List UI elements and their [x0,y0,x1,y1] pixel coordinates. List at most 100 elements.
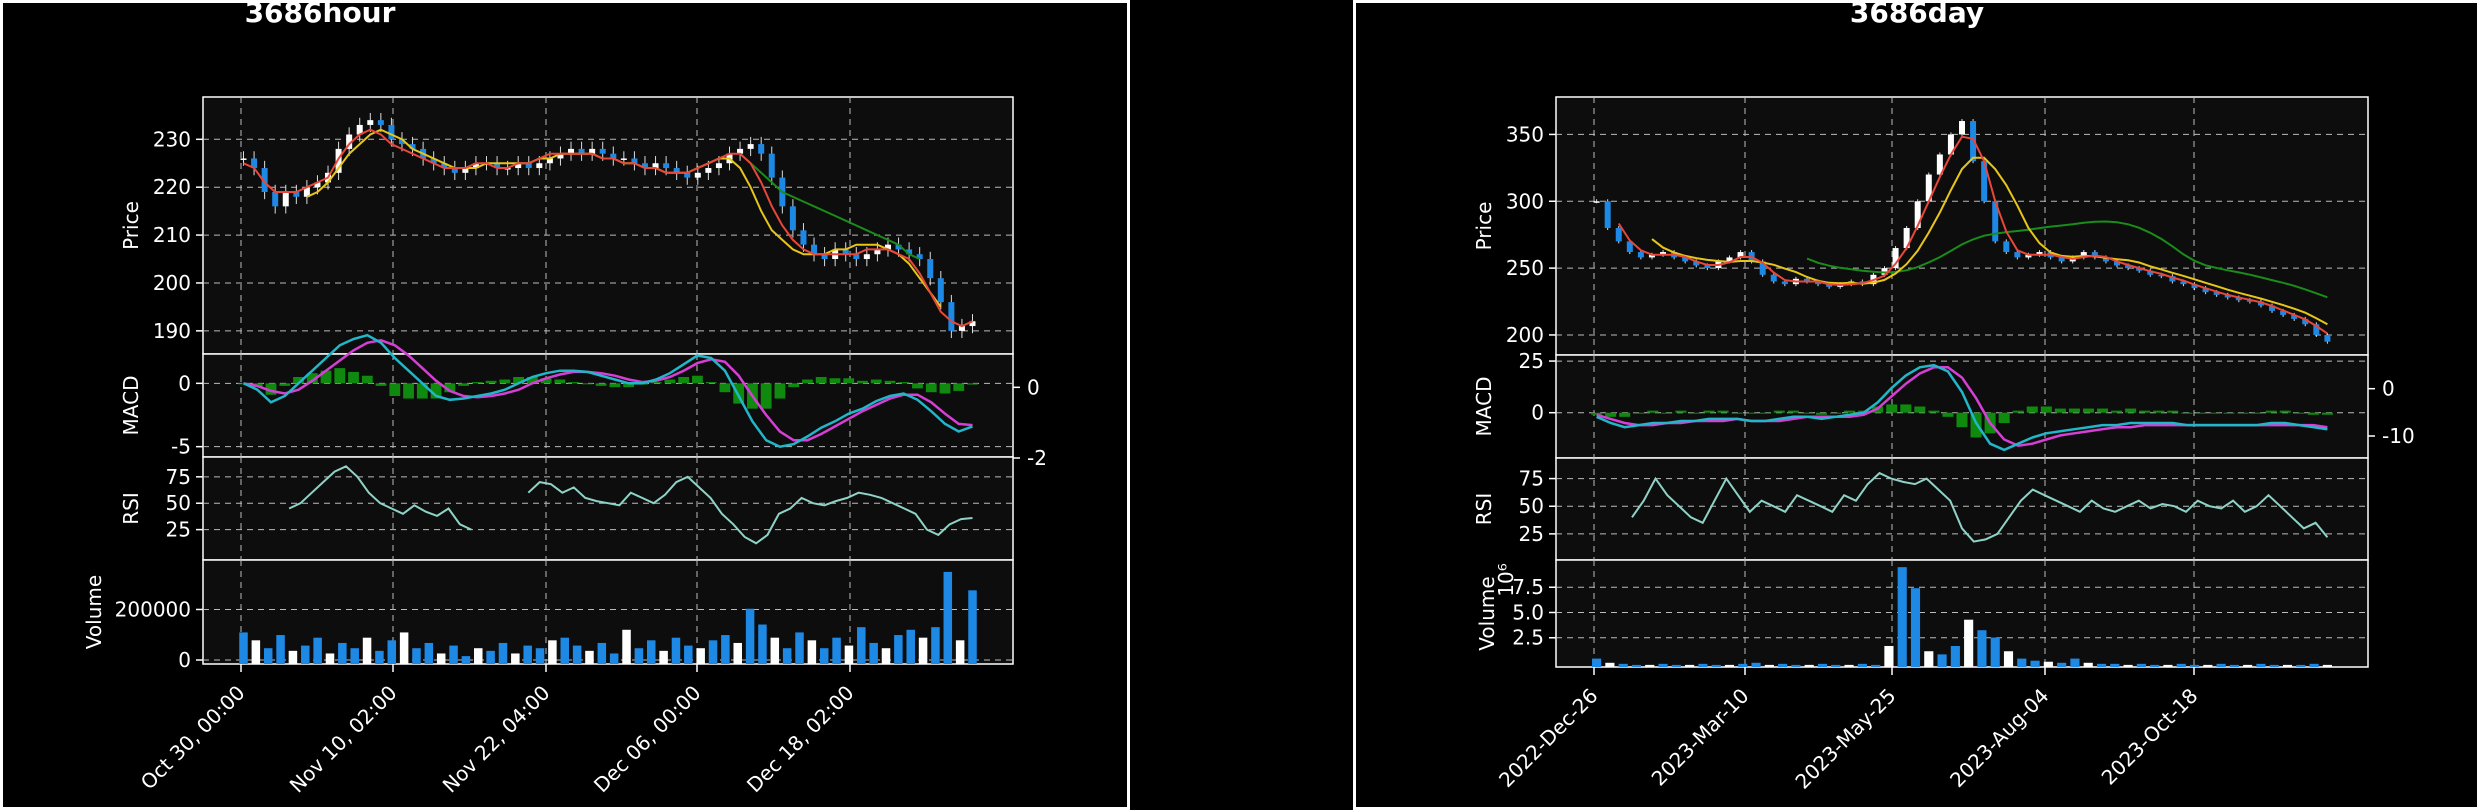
macd-hist-bar [389,383,401,396]
volume-bar [1937,654,1947,667]
macd-hist-bar [1900,404,1912,413]
candle-body [631,158,638,164]
macd-hist-bar [265,383,277,395]
chart-title: 3686hour [245,0,396,29]
candle-body [789,206,796,231]
candle-body [536,163,543,169]
macd-hist-bar [857,380,868,384]
macd-tick-label: 0 [178,371,191,395]
macd-hist-bar [2153,410,2165,413]
rsi-tick-label: 25 [166,518,191,542]
volume-bar [634,648,644,664]
volume-tick-label: 5.0 [1512,600,1544,624]
macd-hist-bar [581,383,593,385]
candle-body [842,249,849,255]
volume-bar [251,640,261,664]
volume-bar [535,648,545,664]
ma-slow-line [1806,220,2328,299]
rsi-tick-label: 50 [166,491,191,515]
candle-body [1604,201,1611,229]
volume-bar [2150,664,2160,667]
volume-bar [1685,664,1695,667]
candle-body [916,254,923,260]
volume-bar [2030,660,2040,667]
macd-hist-bar [430,383,442,399]
volume-bar [782,648,792,664]
volume-bar [1950,645,1960,667]
macd-hist-bar [1998,412,2010,424]
macd-hist-bar [705,382,717,384]
candle-body [663,163,670,169]
volume-bar [1990,637,2000,667]
vol-axis-label: Volume [1475,576,1499,650]
volume-bar [1738,663,1748,667]
candle-body [694,172,701,178]
chart-day-svg: 3686day 2022-Dec-26 2023-Mar-10 2023-May-25… [1472,0,2415,794]
candle-body [430,158,437,164]
macd-hist-bar [2068,408,2080,413]
volume-bar [2003,651,2014,667]
macd-hist-bar [568,382,580,384]
macd-tick-label: 0 [1531,401,1544,425]
macd-hist-bar [2167,410,2179,413]
volume-bar [918,637,928,664]
macd-hist-bar [2082,408,2094,413]
candle-body [1826,284,1833,287]
macd-hist-bar [320,370,332,384]
volume-bar [1751,662,1761,667]
x-tick-label: 2022-Dec-26 [1494,684,1603,793]
x-tick-label: Dec 18, 02:00 [742,681,859,798]
macd-hist-bar [1605,412,1617,417]
candle-body [1892,248,1899,269]
price-tick-label: 210 [153,223,191,247]
candle-body [356,124,363,135]
candle-body [895,244,902,250]
candle-body [758,144,765,154]
volume-bar [1871,664,1881,667]
candle-body [1637,252,1644,258]
candle-body [346,134,353,149]
candle-body [1803,278,1810,282]
macd-hist-bar [471,382,483,384]
volume-bar [1804,664,1814,667]
candle-body [293,191,300,197]
volume-bar [498,642,508,664]
macd-hist-bar [1591,412,1603,415]
volume-bar [622,629,631,664]
candle-body [1881,268,1888,275]
volume-bar [832,637,841,664]
macd-line [1596,363,2328,452]
candle-body [906,249,913,255]
volume-bar [1764,664,1774,667]
candle-body [2003,241,2010,253]
macd-hist-bar [678,377,690,384]
rsi-line [288,465,973,545]
candle-body [652,163,659,169]
volume-bar [770,637,780,664]
macd-hist-bar [306,373,318,384]
volume-bar [2269,664,2279,667]
volume-bar [659,650,668,664]
candle-body [2158,274,2165,277]
macd-line [242,333,973,449]
macd-hist-bar [526,377,538,384]
macd-hist-bar [2279,410,2291,413]
candle-body [557,153,564,159]
volume-bar [2282,664,2293,667]
volume-bar [2110,663,2120,667]
volume-bar [2309,663,2319,667]
macd-hist-bar [774,383,786,399]
price-tick-label: 250 [1506,256,1544,280]
candle-body [525,163,532,169]
candle-body [451,168,458,173]
candle-body [335,148,342,173]
ma-short-line [1617,135,2328,335]
candle-body [398,139,405,145]
volume-bar [239,632,248,664]
price-tick-label: 230 [153,127,191,151]
volume-bar [1605,662,1615,667]
volume-bar [424,642,434,664]
macd-pane [202,353,1014,458]
macd-hist-bar [458,383,469,386]
x-tick-label: Dec 06, 00:00 [589,681,706,798]
